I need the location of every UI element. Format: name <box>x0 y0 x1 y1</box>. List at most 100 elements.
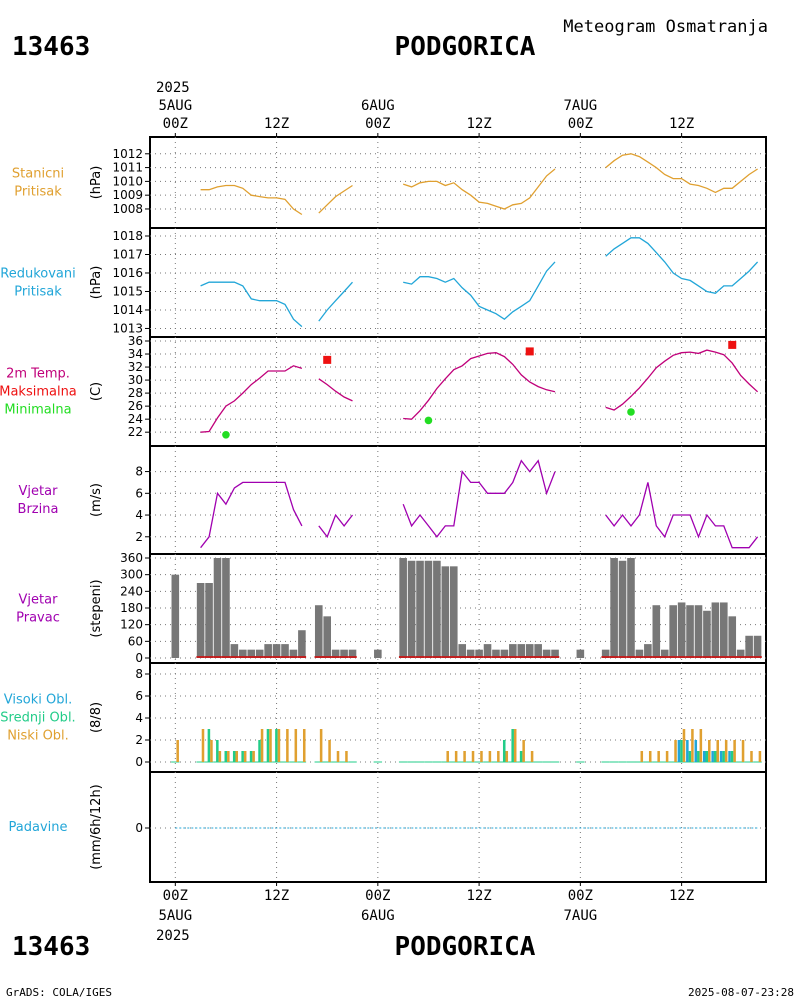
cloud_cover-legend-label: Srednji Obl. <box>0 711 75 726</box>
cloud-cover-bar <box>691 729 694 762</box>
temperature-legend-label: Maksimalna <box>0 385 77 400</box>
bottom-time-axis: 00Z 5AUG 12Z 00Z 6AUG 12Z 00Z 7AUG 12Z <box>158 882 694 924</box>
y-tick-label: 1018 <box>112 229 143 243</box>
cloud-cover-bar <box>728 751 731 762</box>
wind_direction-panel: 0 60 120 180 240 300 360 (stepeni) Vjetar Pravac <box>16 551 767 665</box>
top-tick-label: 00Z <box>365 116 390 132</box>
cloud-cover-bar <box>463 751 466 762</box>
station_pressure-unit-label: (hPa) <box>89 166 104 200</box>
top-tick-label: 12Z <box>669 116 694 132</box>
bottom-tick-label: 12Z <box>466 888 491 904</box>
cloud-cover-bar <box>522 740 525 762</box>
reduced_pressure-unit-label: (hPa) <box>89 266 104 300</box>
cloud-cover-bar <box>686 740 689 762</box>
wind-direction-bar <box>517 644 526 658</box>
reduced_pressure-series-line <box>605 237 759 295</box>
y-tick-label: 26 <box>128 399 143 413</box>
cloud-cover-bar <box>446 751 449 762</box>
cloud_cover-panel: 0 2 4 6 8 (8/8) Visoki Obl. Srednji Obl. Niski O… <box>0 662 767 773</box>
wind-direction-bar <box>340 649 348 658</box>
wind-direction-bar <box>601 649 610 658</box>
cloud-cover-bar <box>677 740 681 762</box>
wind-direction-bar <box>466 649 475 658</box>
cloud-cover-bar <box>210 740 213 762</box>
wind-direction-bar <box>627 558 635 658</box>
cloud-cover-bar <box>294 729 298 762</box>
grads-credit: GrADS: COLA/IGES <box>6 986 112 999</box>
wind-direction-bar <box>652 605 661 658</box>
wind-direction-bar <box>205 583 213 658</box>
wind-direction-bar <box>424 560 433 658</box>
wind-direction-bar <box>500 649 509 658</box>
wind-direction-bar <box>281 644 289 658</box>
cloud-cover-bar <box>665 751 669 762</box>
tmin-marker <box>627 408 635 416</box>
cloud-cover-bar <box>232 751 236 762</box>
wind-direction-bar <box>323 616 332 658</box>
wind_direction-unit-label: (stepeni) <box>89 579 104 637</box>
temperature-series-line <box>318 378 353 402</box>
station_pressure-legend-label: Stanicni <box>12 167 64 182</box>
y-tick-label: 240 <box>120 584 143 598</box>
plot-timestamp: 2025-08-07-23:28 <box>688 986 794 999</box>
cloud-cover-bar <box>657 751 660 762</box>
cloud-cover-bar <box>471 751 475 762</box>
cloud_cover-unit-label: (8/8) <box>89 702 104 733</box>
y-tick-label: 1009 <box>112 188 143 202</box>
wind-direction-bar <box>635 649 644 658</box>
temperature-frame <box>149 336 767 447</box>
cloud-cover-bar <box>697 751 700 762</box>
wind-direction-bar <box>669 605 677 658</box>
y-tick-label: 1010 <box>112 174 143 188</box>
cloud-cover-bar <box>722 751 725 762</box>
reduced_pressure-legend-label: Redukovani <box>0 267 75 282</box>
y-tick-label: 2 <box>135 530 143 544</box>
wind_direction-legend-label: Pravac <box>16 611 60 626</box>
bottom-date-label: 5AUG <box>158 908 192 924</box>
wind-direction-bar <box>677 602 686 658</box>
cloud-cover-bar <box>680 740 683 762</box>
station_pressure-frame <box>149 136 767 229</box>
y-tick-label: 4 <box>135 711 143 725</box>
bottom-tick-label: 12Z <box>264 888 289 904</box>
wind-direction-bar <box>331 649 340 658</box>
wind-direction-bar <box>576 649 585 658</box>
wind-direction-bar <box>644 644 652 658</box>
y-tick-label: 32 <box>128 360 143 374</box>
wind-direction-bar <box>230 644 239 658</box>
cloud-cover-bar <box>758 751 762 762</box>
wind-direction-bar <box>492 649 500 658</box>
cloud-cover-bar <box>682 729 686 762</box>
cloud-cover-bar <box>530 751 534 762</box>
cloud-cover-bar <box>227 751 230 762</box>
wind-direction-bar <box>239 649 247 658</box>
cloud-cover-bar <box>454 751 458 762</box>
wind-direction-bar <box>171 574 180 658</box>
wind-direction-bar <box>458 644 467 658</box>
wind-direction-bar <box>483 644 492 658</box>
station_pressure-series-line <box>402 168 556 210</box>
precipitation-frame <box>149 771 767 883</box>
cloud-cover-bar <box>674 740 677 762</box>
precipitation-unit-label: (mm/6h/12h) <box>89 784 104 870</box>
tmax-marker <box>323 355 332 364</box>
bottom-year-label: 2025 <box>156 928 190 944</box>
cloud-cover-bar <box>252 751 255 762</box>
y-tick-label: 36 <box>128 334 143 348</box>
wind-direction-bar <box>551 649 559 658</box>
cloud-cover-bar <box>235 751 239 762</box>
city-title-footer: PODGORICA <box>395 932 536 962</box>
y-tick-label: 1016 <box>112 266 143 280</box>
y-tick-label: 0 <box>135 821 143 835</box>
y-tick-label: 1013 <box>112 321 143 335</box>
cloud-cover-bar <box>694 740 698 762</box>
bottom-tick-label: 12Z <box>669 888 694 904</box>
cloud-cover-bar <box>719 751 723 762</box>
wind_speed-series-line <box>318 513 354 539</box>
wind-direction-bar <box>753 635 762 658</box>
cloud-cover-bar <box>711 751 714 762</box>
temperature-legend-label: Minimalna <box>4 403 71 418</box>
temperature-unit-label: (C) <box>89 382 104 401</box>
